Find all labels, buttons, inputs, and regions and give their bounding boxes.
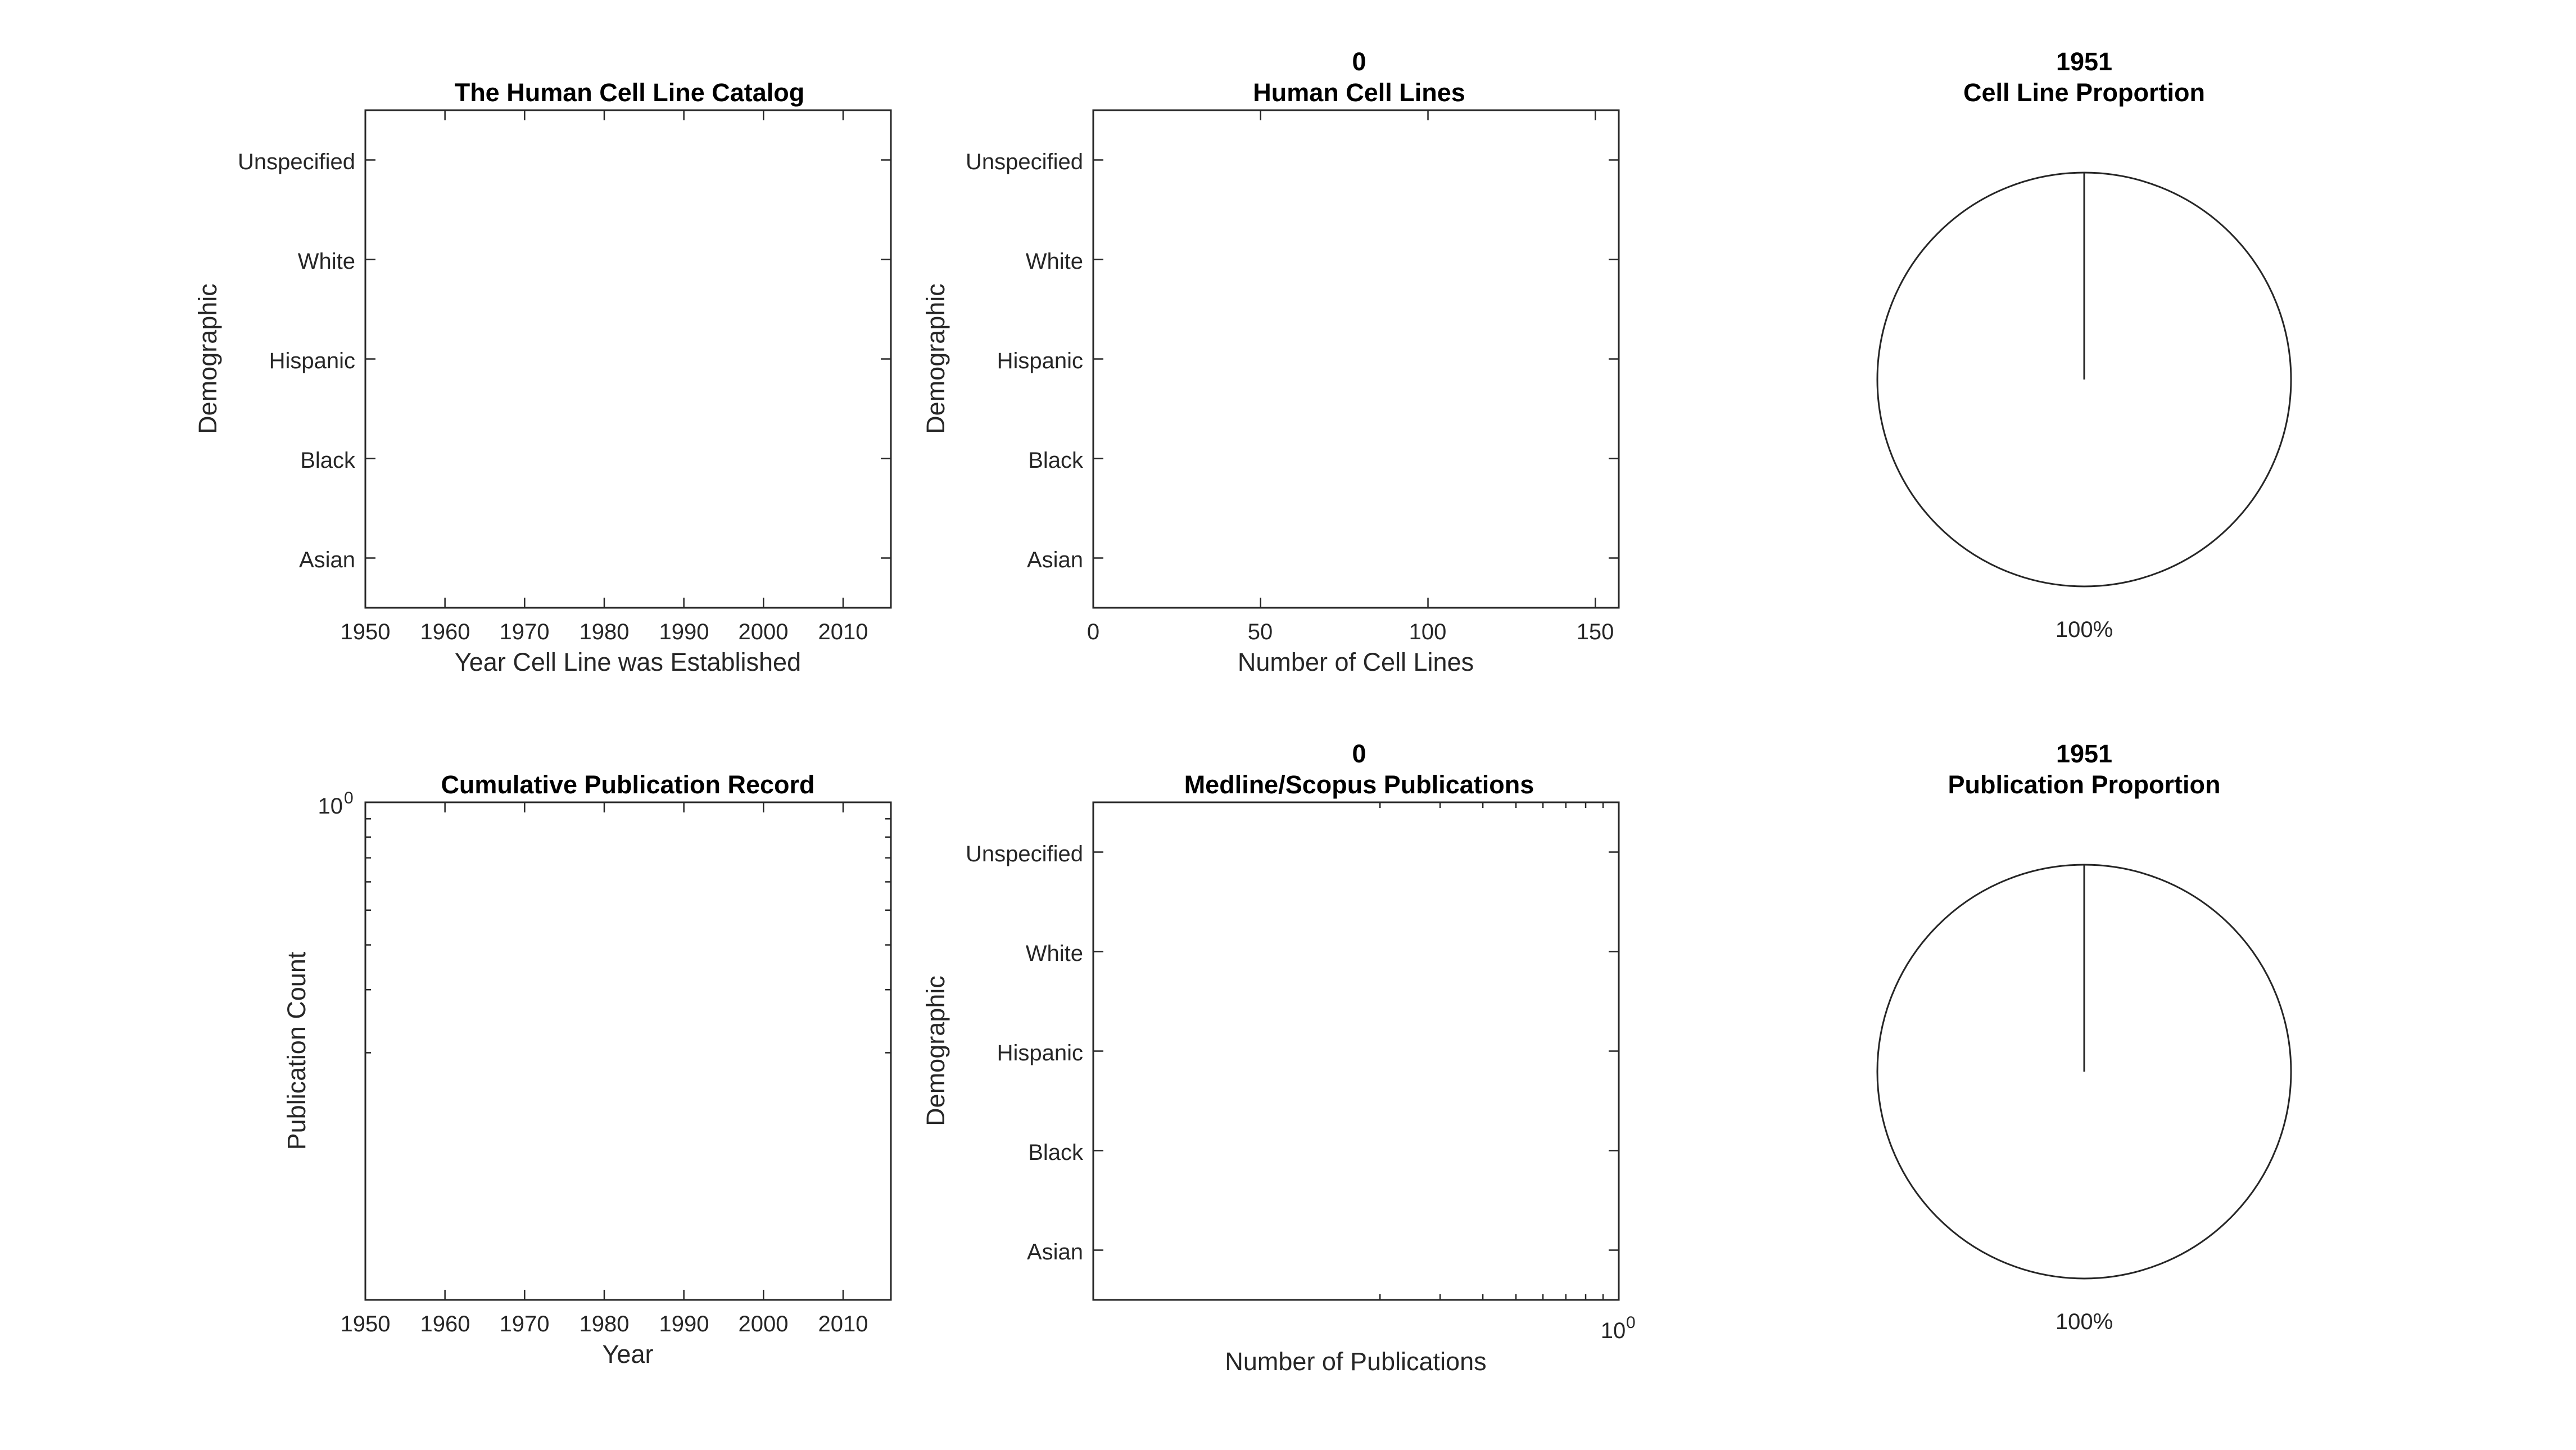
panel1-ytick-unspecified: Unspecified: [238, 150, 355, 174]
panel2-xlabel: Number of Cell Lines: [1238, 648, 1474, 676]
panel2-ytick-unspecified: Unspecified: [966, 150, 1083, 174]
panel5-ytick-asian: Asian: [1027, 1240, 1083, 1264]
panel4-y-ticklabel: 10 0: [318, 789, 354, 819]
panel2-xtick-100: 100: [1409, 620, 1447, 644]
panel-cell-line-catalog: The Human Cell Line Catalog Unspecified …: [193, 78, 892, 676]
panel3-pie: [1876, 171, 2292, 588]
panel5-ytick-white: White: [1026, 941, 1083, 966]
panel1-xtick-1990: 1990: [659, 620, 709, 644]
panel5-x-ticklabel: 10 0: [1601, 1313, 1636, 1343]
panel4-xlabel: Year: [603, 1340, 654, 1368]
panel5-plot-area: [1092, 801, 1620, 1301]
panel1-ytick-asian: Asian: [299, 548, 355, 572]
panel4-ytick-base: 10: [318, 794, 343, 819]
panel5-ytick-hispanic: Hispanic: [997, 1041, 1083, 1065]
panel2-xtick-150: 150: [1577, 620, 1614, 644]
panel4-xtick-1970: 1970: [500, 1312, 550, 1336]
panel4-xtick-1980: 1980: [580, 1312, 630, 1336]
panel6-title-year: 1951: [2056, 739, 2112, 768]
panel2-ylabel: Demographic: [921, 283, 950, 434]
panel4-xtick-2000: 2000: [739, 1312, 789, 1336]
panel6-slice-label: 100%: [2056, 1309, 2113, 1334]
panel5-ytick-unspecified: Unspecified: [966, 842, 1083, 866]
panel1-y-ticklabels: Unspecified White Hispanic Black Asian: [238, 150, 356, 572]
panel1-xtick-1980: 1980: [580, 620, 630, 644]
panel4-plot-area: [364, 801, 892, 1301]
panel2-ytick-white: White: [1026, 249, 1083, 274]
panel1-xtick-1960: 1960: [420, 620, 470, 644]
panel1-x-ticklabels: 1950 1960 1970 1980 1990 2000 2010: [341, 620, 868, 644]
panel2-y-ticklabels: Unspecified White Hispanic Black Asian: [966, 150, 1084, 572]
panel4-xtick-1960: 1960: [420, 1312, 470, 1336]
panel5-title: Medline/Scopus Publications: [1184, 770, 1534, 799]
panel2-ytick-asian: Asian: [1027, 548, 1083, 572]
panel5-xtick-exponent: 0: [1626, 1313, 1636, 1332]
panel6-pie: [1876, 864, 2292, 1280]
panel2-x-ticklabels: 0 50 100 150: [1087, 620, 1614, 644]
panel1-plot-area: [364, 109, 892, 609]
panel1-tick-marks: [364, 110, 891, 608]
panel4-xtick-1950: 1950: [341, 1312, 391, 1336]
panel3-title: Cell Line Proportion: [1963, 78, 2205, 107]
panel1-ylabel: Demographic: [193, 283, 222, 434]
panel4-ytick-exponent: 0: [344, 789, 354, 807]
panel3-slice-label: 100%: [2056, 617, 2113, 642]
panel6-title: Publication Proportion: [1948, 770, 2221, 799]
panel4-xtick-1990: 1990: [659, 1312, 709, 1336]
panel2-plot-area: [1092, 109, 1620, 609]
panel4-tick-marks: [364, 801, 891, 1300]
panel4-xtick-2010: 2010: [818, 1312, 868, 1336]
panel4-ylabel: Publication Count: [282, 951, 311, 1150]
panel2-title: Human Cell Lines: [1253, 78, 1465, 107]
panel3-title-year: 1951: [2056, 47, 2112, 76]
panel-cell-line-proportion: 1951 Cell Line Proportion 100%: [1876, 47, 2292, 642]
panel5-xtick-base: 10: [1601, 1318, 1626, 1343]
panel5-ylabel: Demographic: [921, 975, 950, 1126]
panel-cumulative-publications: Cumulative Publication Record 10 0 1950 …: [282, 770, 892, 1368]
panel1-xtick-2010: 2010: [818, 620, 868, 644]
panel1-ytick-black: Black: [300, 448, 356, 473]
panel2-xtick-50: 50: [1248, 620, 1273, 644]
panel1-ytick-hispanic: Hispanic: [269, 349, 355, 373]
panel5-title-count: 0: [1352, 739, 1366, 768]
panel2-tick-marks: [1092, 110, 1619, 608]
panel5-tick-marks: [1093, 802, 1620, 1300]
panel2-title-count: 0: [1352, 47, 1366, 76]
panel1-xtick-1950: 1950: [341, 620, 391, 644]
panel2-ytick-hispanic: Hispanic: [997, 349, 1083, 373]
panel5-y-ticklabels: Unspecified White Hispanic Black Asian: [966, 842, 1084, 1264]
panel-publication-proportion: 1951 Publication Proportion 100%: [1876, 739, 2292, 1334]
panel4-x-ticklabels: 1950 1960 1970 1980 1990 2000 2010: [341, 1312, 868, 1336]
panel2-xtick-0: 0: [1087, 620, 1099, 644]
panel5-xlabel: Number of Publications: [1225, 1347, 1486, 1376]
panel1-ytick-white: White: [298, 249, 355, 274]
panel2-ytick-black: Black: [1028, 448, 1084, 473]
panel1-xtick-1970: 1970: [500, 620, 550, 644]
panel1-xlabel: Year Cell Line was Established: [455, 648, 801, 676]
panel4-title: Cumulative Publication Record: [441, 770, 814, 799]
panel1-xtick-2000: 2000: [739, 620, 789, 644]
panel1-title: The Human Cell Line Catalog: [455, 78, 805, 107]
panel-medline-scopus: 0 Medline/Scopus Publications Unspecifie…: [921, 739, 1636, 1376]
panel-human-cell-lines: 0 Human Cell Lines Unspecified White His…: [921, 47, 1620, 676]
panel5-ytick-black: Black: [1028, 1140, 1084, 1165]
